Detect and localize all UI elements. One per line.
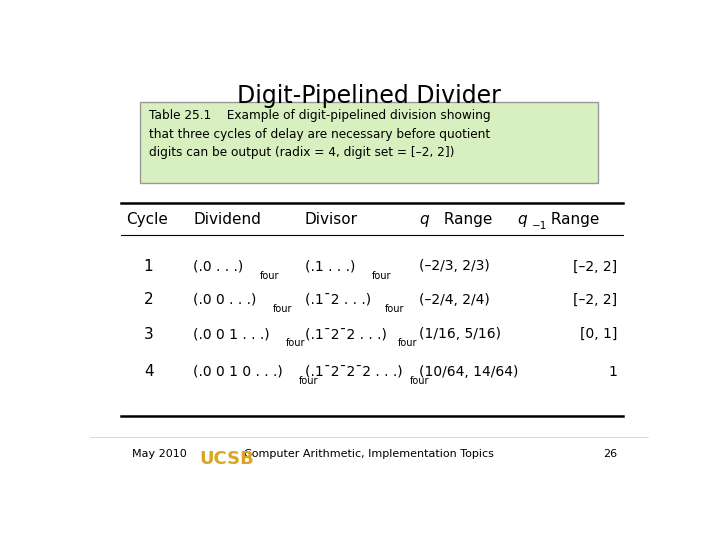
Text: four: four (397, 339, 417, 348)
Text: (.1¯2¯2 . . .): (.1¯2¯2 . . .) (305, 327, 387, 341)
Text: Table 25.1    Example of digit-pipelined division showing
that three cycles of d: Table 25.1 Example of digit-pipelined di… (148, 109, 490, 159)
Text: 1: 1 (144, 259, 153, 274)
Text: four: four (299, 376, 318, 386)
Text: 4: 4 (144, 364, 153, 379)
Text: Range: Range (546, 212, 600, 227)
Text: (–2/4, 2/4): (–2/4, 2/4) (419, 293, 490, 307)
Text: 1: 1 (608, 364, 617, 379)
Text: four: four (286, 339, 305, 348)
Text: (.0 0 1 . . .): (.0 0 1 . . .) (193, 327, 270, 341)
Text: May 2010: May 2010 (132, 449, 186, 458)
Text: Computer Arithmetic, Implementation Topics: Computer Arithmetic, Implementation Topi… (244, 449, 494, 458)
Text: four: four (273, 304, 292, 314)
Text: [–2, 2]: [–2, 2] (573, 259, 617, 273)
Text: UCSB: UCSB (199, 450, 254, 468)
Text: 2: 2 (144, 292, 153, 307)
Text: Range: Range (439, 212, 492, 227)
Text: 3: 3 (144, 327, 153, 342)
Text: four: four (410, 376, 430, 386)
Text: (.0 0 . . .): (.0 0 . . .) (193, 293, 256, 307)
Text: Digit-Pipelined Divider: Digit-Pipelined Divider (237, 84, 501, 107)
Text: (1/16, 5/16): (1/16, 5/16) (419, 327, 501, 341)
Text: q: q (517, 212, 526, 227)
Text: −1: −1 (531, 221, 546, 231)
Text: 26: 26 (603, 449, 617, 458)
Text: four: four (372, 271, 391, 281)
Text: (.0 . . .): (.0 . . .) (193, 259, 243, 273)
Text: (–2/3, 2/3): (–2/3, 2/3) (419, 259, 490, 273)
FancyBboxPatch shape (140, 102, 598, 183)
Text: Cycle: Cycle (126, 212, 168, 227)
Text: four: four (384, 304, 404, 314)
Text: Dividend: Dividend (193, 212, 261, 227)
Text: q: q (419, 212, 429, 227)
Text: Divisor: Divisor (305, 212, 358, 227)
Text: (.1 . . .): (.1 . . .) (305, 259, 355, 273)
Text: [–2, 2]: [–2, 2] (573, 293, 617, 307)
Text: four: four (260, 271, 279, 281)
Text: (10/64, 14/64): (10/64, 14/64) (419, 364, 518, 379)
Text: (.1¯2 . . .): (.1¯2 . . .) (305, 293, 371, 307)
Text: [0, 1]: [0, 1] (580, 327, 617, 341)
Text: (.1¯2¯2¯2 . . .): (.1¯2¯2¯2 . . .) (305, 364, 402, 379)
Text: (.0 0 1 0 . . .): (.0 0 1 0 . . .) (193, 364, 283, 379)
